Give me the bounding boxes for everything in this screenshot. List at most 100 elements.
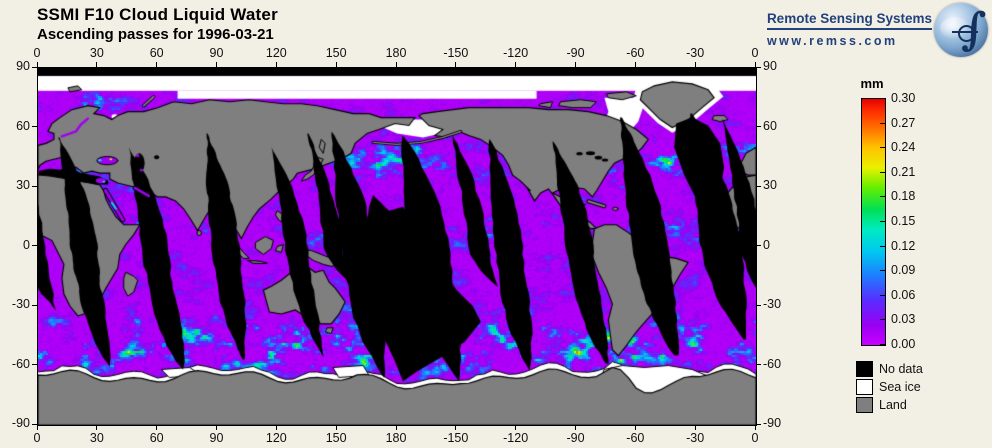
colorbar-tick-label: 0.06 [891,287,916,302]
lat-tick-left [32,304,37,306]
legend-item: Land [856,396,923,413]
lon-tick-bottom [515,425,517,430]
colorbar-tick-label: 0.00 [891,337,916,351]
lon-label-top: 180 [385,46,407,60]
lat-label-left: -30 [11,297,30,311]
lon-label-bottom: -150 [443,431,469,445]
colorbar-tick-label: 0.12 [891,238,916,253]
lat-label-right: -90 [763,416,782,430]
colorbar-tick-label: 0.09 [891,263,916,278]
lon-tick-top [36,62,38,67]
lon-label-top: 150 [325,46,347,60]
colorbar-tick [880,319,886,321]
lon-tick-bottom [335,425,337,430]
lon-tick-top [455,62,457,67]
remss-wordmark: Remote Sensing Systems [766,11,932,30]
lon-label-bottom: -30 [686,431,705,445]
lat-label-left: -60 [11,356,30,371]
colorbar-tick [880,221,886,222]
lon-tick-top [275,62,277,67]
lon-tick-top [156,62,158,67]
lon-label-bottom: -60 [626,431,645,445]
legend-swatch [856,378,873,395]
colorbar-tick [880,245,886,247]
colorbar-tick [880,147,886,149]
colorbar-tick-label: 0.18 [891,189,916,204]
colorbar-tick [880,122,886,124]
remss-url-link[interactable]: www.remss.com [766,34,898,48]
lon-tick-bottom [96,425,98,430]
lat-label-left: 30 [16,178,30,192]
lon-label-bottom: 120 [265,431,287,445]
lat-tick-right [756,126,761,127]
lon-tick-top [694,62,696,67]
lon-tick-top [216,62,217,67]
colorbar-unit: mm [860,76,884,91]
colorbar-tick [880,344,886,345]
legend-item: No data [856,360,923,377]
lat-label-right: -60 [763,356,782,371]
lat-tick-left [32,423,37,425]
lon-label-bottom: 150 [325,431,347,445]
lon-label-top: 90 [209,46,224,60]
lon-label-bottom: 60 [149,431,164,445]
earth-globe-icon: ∫ [934,3,988,57]
legend-label: Land [879,397,907,412]
lon-label-top: -120 [503,46,529,60]
lat-label-right: -30 [763,297,782,311]
lon-tick-bottom [216,425,217,430]
lat-label-left: 60 [16,118,30,133]
lat-label-right: 0 [763,237,770,252]
lon-tick-top [754,62,756,67]
lon-tick-top [395,62,397,67]
lon-label-top: 60 [149,46,164,60]
lat-tick-left [32,126,37,127]
lat-label-right: 90 [763,59,777,73]
lat-tick-right [756,423,761,425]
lat-tick-left [32,185,37,187]
colorbar-tick [880,294,886,296]
lon-tick-bottom [455,425,457,430]
lon-label-top: 120 [265,46,287,60]
lon-tick-top [575,62,576,67]
colorbar-tick-label: 0.27 [891,115,916,130]
legend-label: Sea ice [879,379,921,394]
lon-label-top: -60 [626,46,645,60]
lon-label-top: -150 [443,46,469,60]
lon-label-bottom: -120 [503,431,529,445]
lon-tick-bottom [634,425,636,430]
colorbar-tick-label: 0.24 [891,140,916,155]
lon-label-top: -90 [566,46,585,60]
lon-tick-bottom [36,425,38,430]
lon-label-bottom: 90 [209,431,224,445]
colorbar [861,98,886,346]
legend-label: No data [879,361,923,376]
lat-label-right: 60 [763,118,777,133]
lon-tick-bottom [754,425,756,430]
lon-tick-bottom [395,425,397,430]
lon-label-bottom: 0 [751,431,759,445]
lat-tick-left [32,66,37,68]
world-map-plot [37,67,757,426]
lat-label-left: 90 [16,59,30,73]
legend-item: Sea ice [856,378,923,395]
lat-tick-right [756,245,761,246]
lat-tick-right [756,304,761,306]
legend-swatch [856,360,873,377]
colorbar-tick [880,171,886,173]
page-subtitle: Ascending passes for 1996-03-21 [37,26,274,43]
lat-tick-left [32,364,37,365]
lat-tick-left [32,245,37,246]
colorbar-tick [880,196,886,198]
lat-tick-right [756,66,761,68]
colorbar-tick [880,98,886,99]
colorbar-tick-label: 0.03 [891,312,916,327]
lon-tick-bottom [575,425,576,430]
lon-tick-top [515,62,517,67]
lon-label-bottom: 30 [89,431,104,445]
colorbar-tick-label: 0.21 [891,164,916,179]
map-legend: No data Sea ice Land [856,360,923,415]
lon-tick-bottom [156,425,158,430]
page-title: SSMI F10 Cloud Liquid Water [37,5,278,24]
